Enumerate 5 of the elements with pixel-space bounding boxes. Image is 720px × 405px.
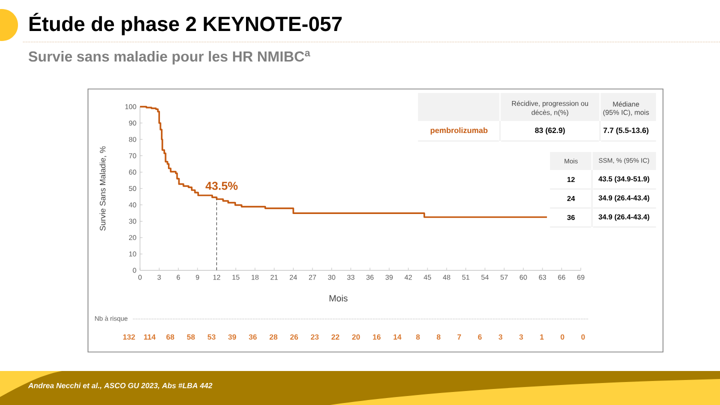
annotation: 43.5% — [206, 182, 238, 190]
x-axis-title: Mois — [330, 294, 348, 302]
chart-subtitle: Survie sans maladie pour les HR NMIBC$^{a}$ — [28, 50, 310, 65]
chart-title: Étude de phase 2 KEYNOTE-057 — [30, 12, 342, 36]
y-axis-title: Survie Sans Maladie, % — [100, 146, 106, 231]
